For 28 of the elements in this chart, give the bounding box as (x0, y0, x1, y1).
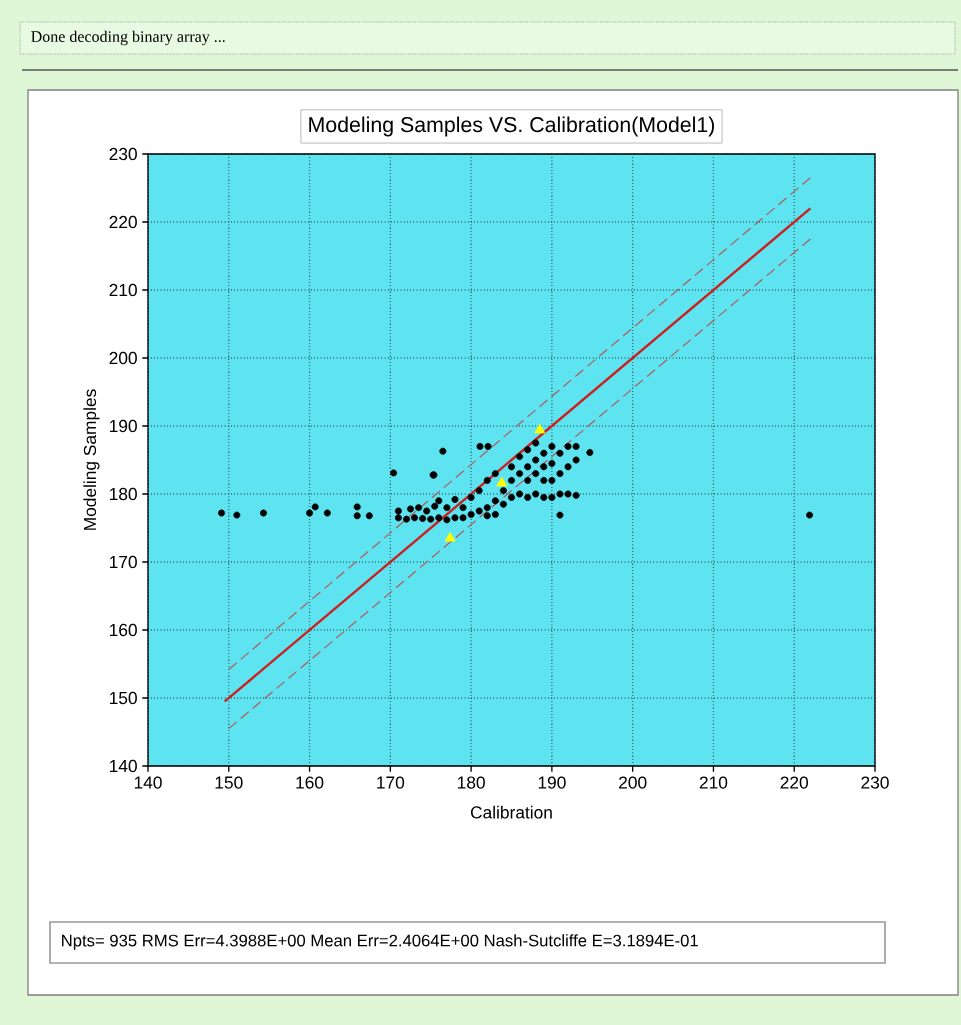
x-tick-label: 160 (296, 776, 324, 789)
text: Npts= 935 RMS Err=4.3988E+00 Mean Err=2.4064E+00 Nash-Sutcliffe E=3.1894E-01 (62, 934, 698, 950)
x-tick-label: 190 (538, 776, 566, 789)
chart-title: Modeling Samples VS. Calibration(Model1) (309, 116, 715, 137)
point (444, 531, 456, 542)
y-tick-label: 210 (109, 283, 137, 297)
x-tick-label: 180 (457, 776, 485, 789)
x-axis-title: Calibration (470, 805, 552, 819)
x-tick-label: 140 (134, 776, 162, 789)
y-tick-label: 180 (110, 487, 137, 501)
y-tick-label: 190 (110, 419, 137, 433)
x-tick-label: 150 (215, 776, 243, 789)
y-tick-label: 170 (110, 555, 137, 569)
x-tick-label: 230 (861, 776, 889, 789)
point (534, 423, 546, 434)
y-tick-label: 160 (110, 623, 137, 637)
x-tick-label: 220 (780, 776, 808, 789)
y-tick-label: 150 (110, 691, 137, 705)
x-tick-label: 170 (377, 776, 405, 789)
x-tick-label: 200 (619, 776, 647, 789)
y-tick-label: 200 (109, 351, 137, 365)
text: Done decoding binary array ... (31, 30, 225, 46)
y-tick-label: 220 (109, 215, 137, 229)
y-tick-label: 140 (110, 759, 137, 773)
y-axis-title: Modeling Samples (83, 389, 100, 530)
point (496, 476, 508, 487)
x-tick-label: 210 (699, 776, 728, 789)
y-tick-label: 230 (109, 147, 137, 161)
